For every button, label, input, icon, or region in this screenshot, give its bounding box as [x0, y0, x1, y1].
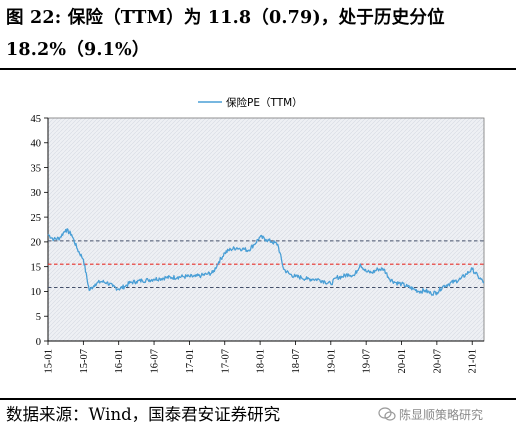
- y-tick-label: 5: [36, 312, 41, 323]
- y-tick-label: 25: [31, 213, 42, 224]
- y-tick-label: 40: [31, 139, 42, 150]
- watermark: 陈显顺策略研究: [378, 404, 483, 426]
- y-tick-label: 30: [31, 188, 42, 199]
- x-tick-label: 15-01: [44, 349, 55, 374]
- y-tick-label: 45: [31, 114, 42, 125]
- x-tick-label: 21-01: [468, 349, 479, 374]
- chart-title: 图 22: 保险（TTM）为 11.8（0.79)，处于历史分位 18.2%（9…: [6, 8, 445, 60]
- x-tick-label: 19-01: [326, 349, 337, 374]
- x-tick-label: 16-07: [150, 349, 161, 374]
- x-tick-label: 20-01: [397, 349, 408, 374]
- y-tick-label: 10: [31, 287, 42, 298]
- x-tick-label: 17-07: [220, 349, 231, 374]
- x-tick-label: 18-01: [256, 349, 267, 374]
- y-axis: 0 5 10 15 20 25 30 35 40 45: [31, 114, 49, 348]
- watermark-text: 陈显顺策略研究: [399, 408, 484, 422]
- y-tick-label: 0: [36, 337, 41, 348]
- x-tick-label: 19-07: [362, 349, 373, 374]
- series-line-insurance-pe: [47, 228, 485, 296]
- x-axis: 15-01 15-07 16-01 16-07 17-01 17-07 18-01 18-07…: [44, 340, 484, 374]
- x-tick-label: 16-01: [114, 349, 125, 374]
- plot-background: [47, 117, 485, 342]
- wechat-icon: [378, 407, 396, 421]
- top-divider: [0, 68, 516, 70]
- legend-label: 保险PE（TTM）: [226, 96, 303, 109]
- y-tick-label: 15: [31, 262, 42, 273]
- y-tick-label: 35: [31, 163, 42, 174]
- chart-area: 0 5 10 15 20 25 30 35 40 45 15-01 15-07 16-01 16-07 1…: [0, 80, 516, 392]
- x-tick-label: 15-07: [79, 349, 90, 374]
- bottom-divider: [0, 398, 516, 400]
- x-tick-label: 18-07: [291, 349, 302, 374]
- x-tick-label: 20-07: [432, 349, 443, 374]
- y-tick-label: 20: [31, 238, 42, 249]
- x-tick-label: 17-01: [185, 349, 196, 374]
- chart-legend: 保险PE（TTM）: [198, 96, 303, 109]
- source-note: 数据来源：Wind，国泰君安证券研究: [6, 405, 281, 424]
